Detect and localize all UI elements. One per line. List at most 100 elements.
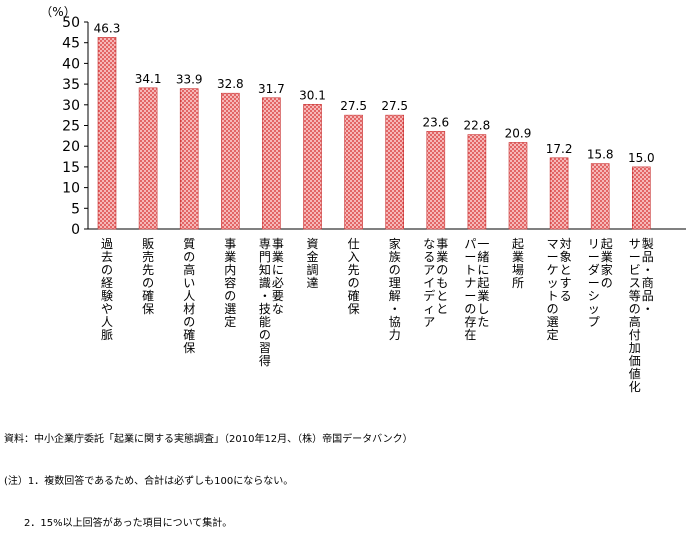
category-label-char: 容 [224, 275, 236, 290]
category-label-char: 族 [389, 250, 401, 264]
category-label-char: 高 [183, 262, 195, 277]
category-label-char: に [477, 263, 489, 277]
category-label-char: 業 [601, 250, 613, 264]
category-label-char: 場 [512, 263, 524, 277]
category-label-char: 去 [101, 250, 113, 264]
category-label-char: 確 [142, 288, 154, 303]
category-label-char: 人 [183, 289, 195, 303]
category-label-char: 売 [142, 249, 154, 264]
category-label-char: 家 [601, 262, 613, 277]
category-label-char: 材 [183, 302, 195, 316]
category-label-char: の [389, 263, 401, 277]
category-label-char: 業 [272, 250, 284, 264]
category-label-char: ・ [642, 302, 654, 316]
category-label-char: 解 [389, 289, 401, 303]
bar-value-label: 30.1 [299, 88, 326, 102]
category-label-char: プ [588, 315, 600, 329]
category-label-char: 理 [389, 276, 401, 290]
y-tick-label: 0 [71, 222, 80, 238]
note-2: 2．15%以上回答があった項目について集計。 [4, 518, 233, 529]
category-label-char: ッ [547, 276, 559, 290]
bar [221, 92, 240, 230]
bar [262, 97, 281, 230]
category-label-char: 業 [512, 250, 524, 264]
category-label-char: 力 [389, 328, 401, 342]
category-label-char: 業 [224, 250, 236, 264]
category-label-char: シ [588, 289, 600, 303]
category-label-char: ー [588, 276, 600, 290]
category-label-char: 付 [629, 328, 641, 342]
category-label-char: ナ [464, 276, 476, 290]
category-label-char: 選 [547, 315, 559, 329]
category-label-char: ダ [588, 262, 600, 277]
bar-value-label: 23.6 [422, 115, 449, 129]
category-label-char: ・ [642, 263, 654, 277]
category-label-char: ー [547, 250, 559, 264]
category-label-char: 専 [259, 237, 271, 251]
category-label-char: 等 [629, 289, 641, 303]
category-label-char: 保 [348, 302, 360, 316]
category-label-char: 事 [224, 237, 236, 251]
category-label-char: 習 [259, 341, 271, 355]
bar [426, 130, 446, 230]
category-label-char: 得 [259, 353, 271, 368]
category-label-char: ィ [423, 302, 435, 316]
bar [138, 87, 158, 230]
category-label-char: 定 [547, 327, 559, 342]
category-label-char: ・ [259, 289, 271, 303]
category-label-char: の [259, 328, 271, 342]
category-label-char: ・ [389, 302, 401, 316]
category-label-char: の [436, 263, 448, 277]
category-label-char: 存 [464, 315, 476, 329]
category-label-char: 品 [642, 289, 654, 303]
category-label-char: ト [464, 263, 476, 277]
category-label-char: と [560, 263, 572, 277]
bar-value-label: 20.9 [505, 126, 532, 140]
category-label-char: リ [588, 237, 600, 251]
bar [631, 166, 651, 230]
y-tick-label: 10 [62, 181, 80, 197]
note-1: (注）1．複数回答であるため、合計は必ずしも100にならない。 [4, 476, 294, 487]
category-label-char: の [547, 302, 559, 316]
bar-chart: （%） 0 5 10 15 20 25 30 35 40 45 50 46.3 34.1 33.9 32.… [40, 5, 686, 394]
category-label-char: 保 [142, 302, 154, 316]
category-label-char: の [183, 315, 195, 329]
bar [97, 37, 117, 230]
category-label-char: 化 [629, 380, 641, 394]
y-tick-label: 35 [62, 77, 80, 93]
category-label-char: の [348, 276, 360, 290]
category-label-char: と [436, 302, 448, 316]
category-label-char: 価 [629, 354, 641, 368]
category-label-char: サ [629, 237, 641, 251]
bar [344, 114, 363, 230]
bar [549, 157, 569, 230]
category-label-char: 協 [389, 314, 401, 329]
category-label-char: 起 [512, 237, 524, 251]
category-label-char: ー [629, 250, 641, 264]
category-label-char: 門 [259, 250, 271, 264]
category-label-char: 象 [560, 250, 572, 264]
category-label-char: 識 [259, 276, 271, 290]
bar [303, 104, 322, 230]
category-labels: 過去の経験や人脈販売先の確保質の高い人材の確保事業内容の選定事業に必要な専門知識… [101, 236, 654, 394]
category-label-char: ー [464, 289, 476, 303]
category-label-char: 過 [101, 237, 113, 251]
category-label-char: 定 [224, 314, 236, 329]
category-label-char: の [183, 250, 195, 264]
category-label-char: 確 [183, 327, 195, 342]
bar-value-label: 46.3 [94, 21, 121, 35]
category-label-char: 必 [272, 276, 284, 290]
category-label-char: ッ [588, 302, 600, 316]
category-label-char: パ [464, 237, 476, 251]
category-label-char: 質 [183, 236, 195, 251]
bar-value-label: 34.1 [135, 72, 162, 86]
category-label-char: ア [423, 315, 435, 329]
bar-value-label: 22.8 [464, 119, 491, 133]
category-label-char: 先 [348, 263, 360, 277]
bar [179, 88, 199, 230]
bar-value-label: 15.8 [587, 148, 614, 162]
category-label-char: 選 [224, 302, 236, 316]
bar-value-label: 27.5 [340, 99, 367, 113]
bars: 46.3 34.1 33.9 32.8 31.7 30.1 27.5 27.5 23.6 22.8… [94, 21, 655, 230]
category-label-char: の [464, 302, 476, 316]
